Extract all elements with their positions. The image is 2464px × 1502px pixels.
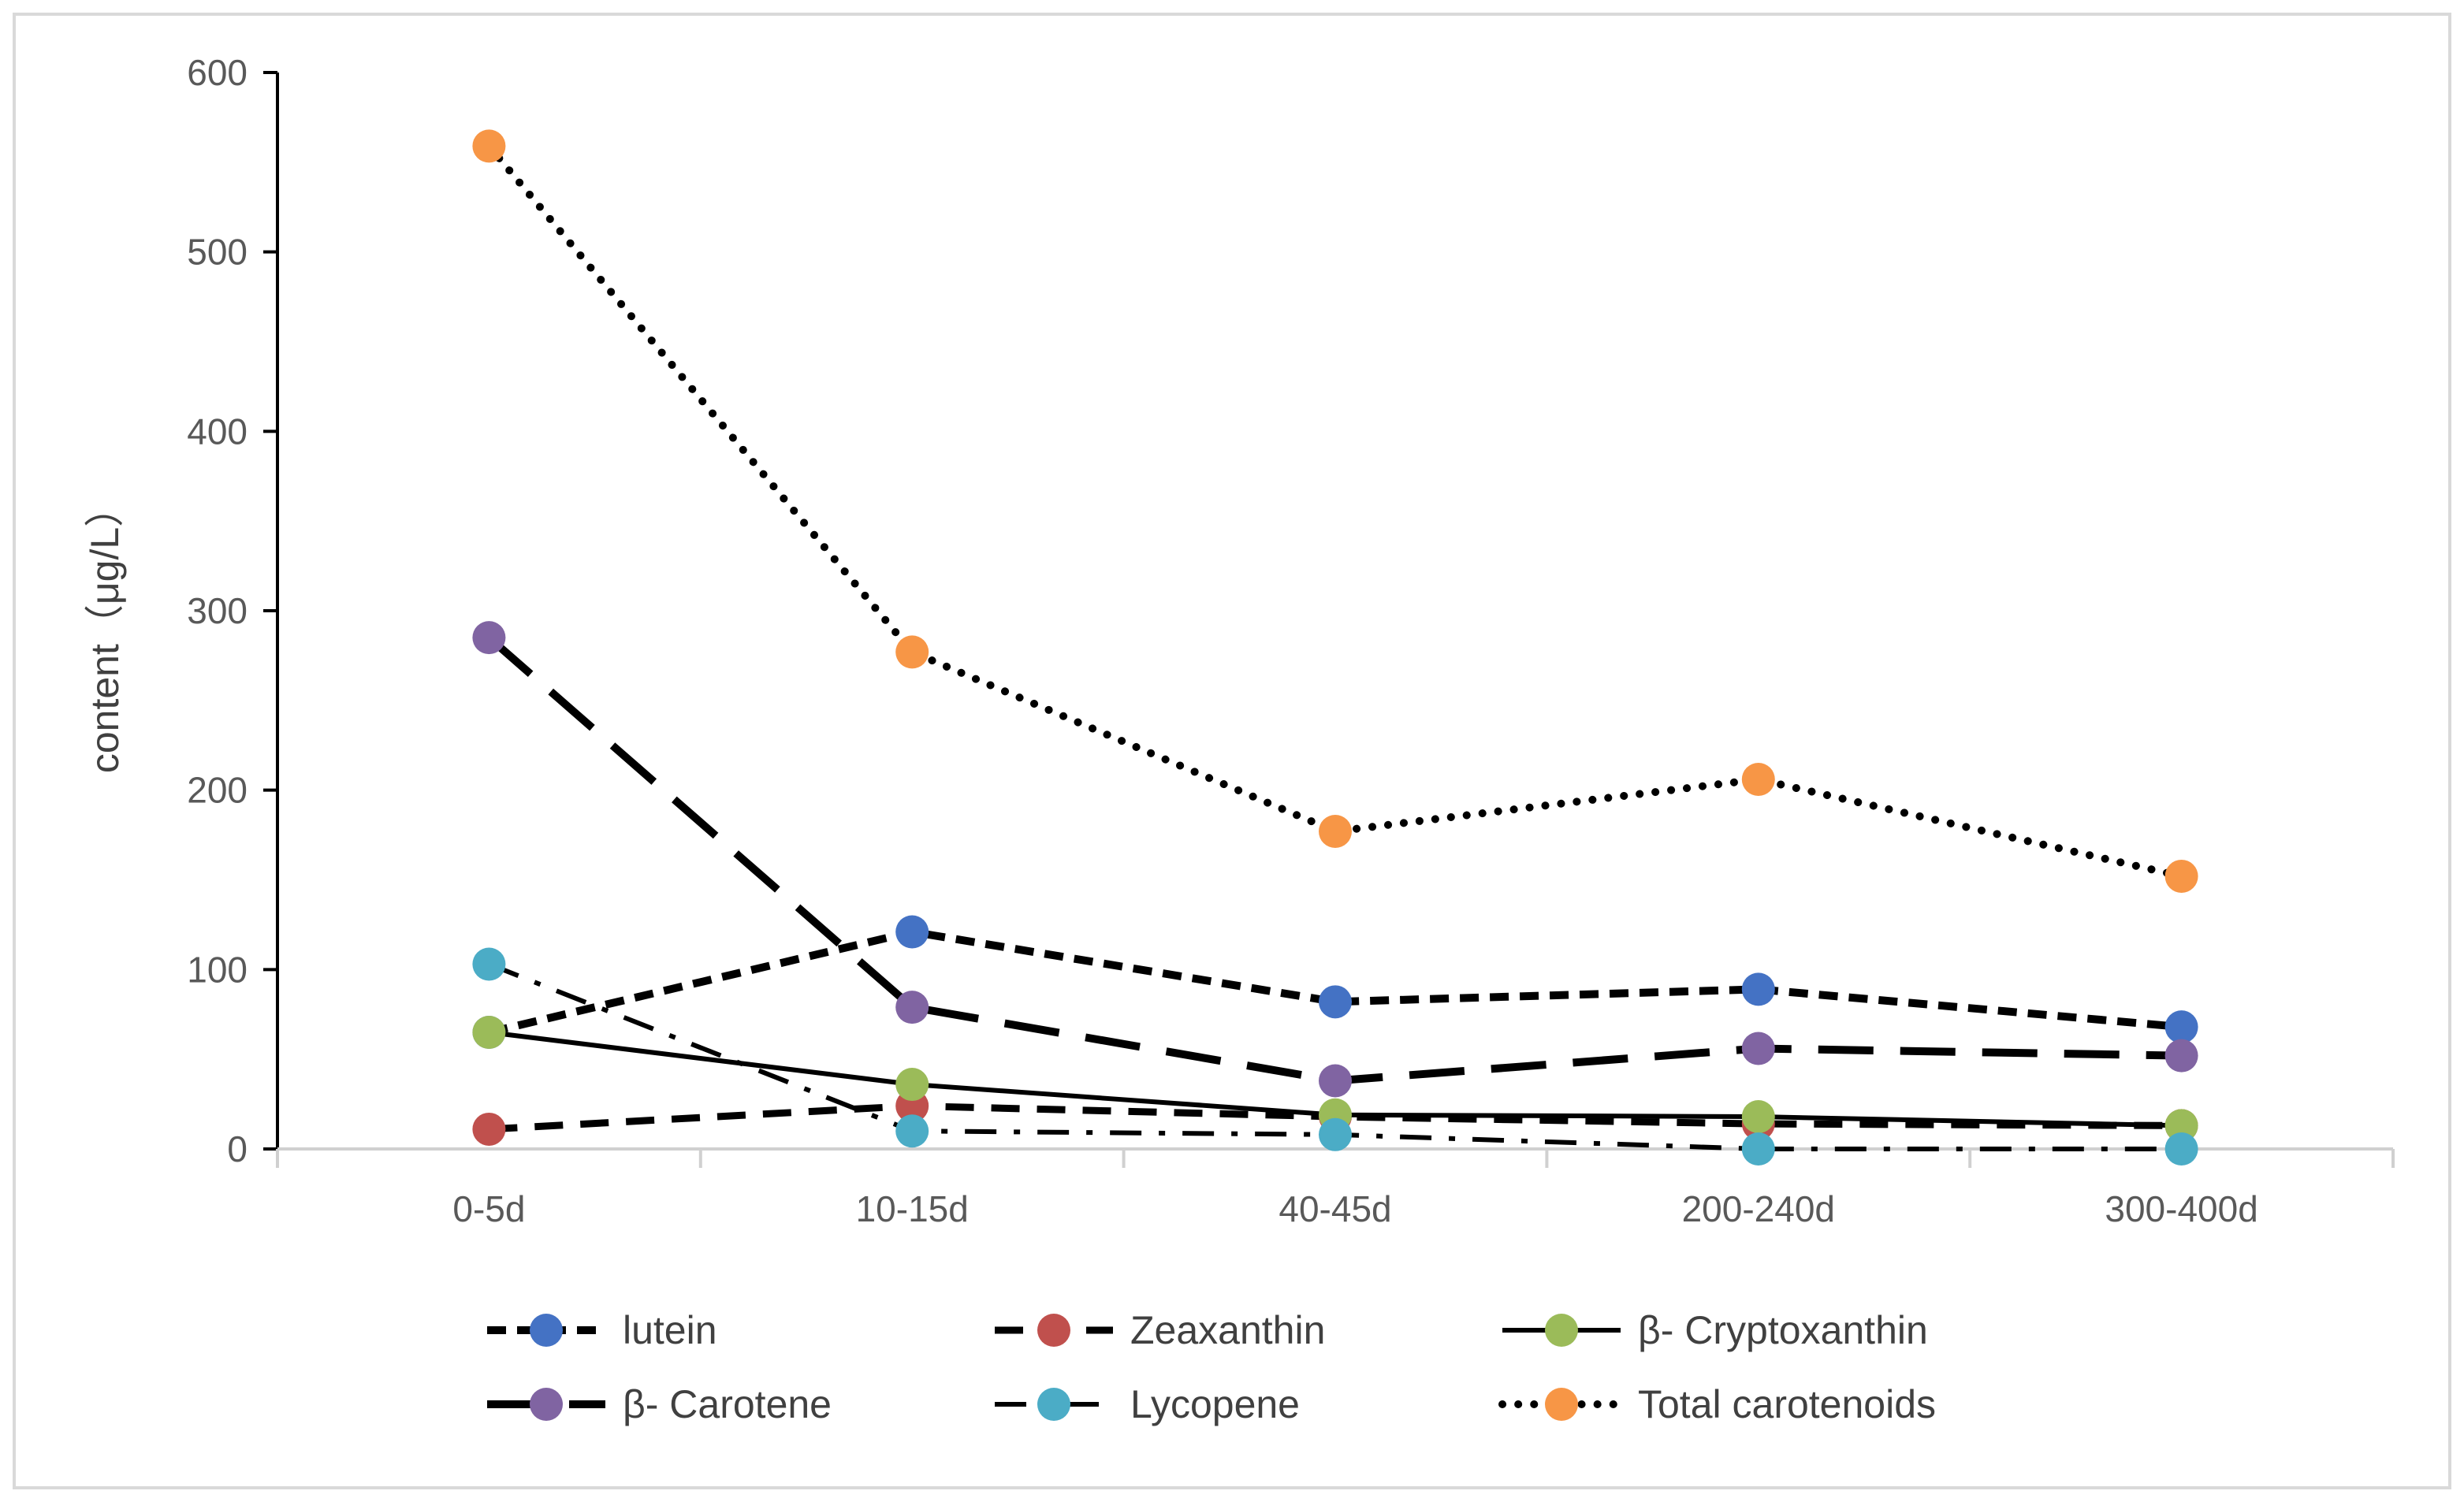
y-axis-ticks: 0 100 200 300 400 500 600 <box>187 52 277 1169</box>
data-point <box>1319 815 1352 849</box>
data-point <box>472 947 506 981</box>
legend-marker <box>1037 1388 1070 1421</box>
data-point <box>1741 1100 1775 1134</box>
data-point <box>895 1114 929 1148</box>
y-tick-label: 200 <box>187 770 248 811</box>
series-0 <box>472 915 2198 1050</box>
data-point <box>2164 1132 2198 1166</box>
series-4 <box>472 947 2198 1166</box>
y-tick-label: 100 <box>187 949 248 990</box>
legend-marker <box>530 1388 563 1421</box>
data-point <box>1741 972 1775 1006</box>
legend-item: Total carotenoids <box>1498 1382 1936 1426</box>
legend-marker <box>1545 1314 1578 1347</box>
x-tick-label: 10-15d <box>856 1188 969 1229</box>
data-point <box>472 1016 506 1050</box>
data-point <box>2164 1109 2198 1143</box>
data-point <box>1741 1132 1775 1166</box>
legend-label: β- Cryptoxanthin <box>1638 1308 1928 1352</box>
y-tick-label: 0 <box>227 1128 248 1169</box>
series-3 <box>472 621 2198 1098</box>
y-tick-label: 400 <box>187 411 248 452</box>
x-axis-ticks: 0-5d 10-15d 40-45d 200-240d 300-400d <box>276 1149 2395 1229</box>
data-point <box>472 1112 506 1146</box>
data-point <box>895 1068 929 1102</box>
legend-label: Zeaxanthin <box>1130 1308 1325 1352</box>
y-tick-label: 500 <box>187 232 248 273</box>
chart-frame <box>13 13 2451 1489</box>
legend-item: Lycopene <box>995 1382 1300 1426</box>
x-tick-label: 0-5d <box>452 1188 525 1229</box>
data-point <box>1741 763 1775 797</box>
data-point <box>1319 985 1352 1019</box>
data-point <box>1741 1032 1775 1065</box>
data-point <box>2164 859 2198 893</box>
legend-label: Lycopene <box>1130 1382 1300 1426</box>
x-tick-label: 300-400d <box>2105 1188 2257 1229</box>
legend: lutein Zeaxanthin β- Cryptoxanthin β- Carot… <box>487 1308 1936 1426</box>
data-point <box>1319 1064 1352 1098</box>
legend-item: β- Cryptoxanthin <box>1502 1308 1928 1352</box>
legend-label: lutein <box>623 1308 717 1352</box>
data-point <box>1319 1117 1352 1151</box>
legend-item: lutein <box>487 1308 717 1352</box>
y-tick-label: 600 <box>187 52 248 93</box>
legend-item: Zeaxanthin <box>995 1308 1325 1352</box>
series-layer <box>472 129 2198 1166</box>
series-line <box>485 142 2186 880</box>
data-point <box>472 621 506 655</box>
legend-marker <box>1037 1314 1070 1347</box>
y-tick-label: 300 <box>187 590 248 631</box>
data-point <box>895 915 929 949</box>
data-point <box>2164 1010 2198 1044</box>
series-2 <box>472 1016 2198 1143</box>
legend-label: β- Carotene <box>623 1382 832 1426</box>
data-point <box>895 991 929 1024</box>
legend-marker <box>1545 1388 1578 1421</box>
data-point <box>472 129 506 163</box>
legend-marker <box>530 1314 563 1347</box>
x-tick-label: 200-240d <box>1682 1188 1835 1229</box>
x-tick-label: 40-45d <box>1279 1188 1391 1229</box>
y-axis-title: content（μg/L） <box>83 488 127 773</box>
series-5 <box>472 129 2198 893</box>
legend-label: Total carotenoids <box>1638 1382 1936 1426</box>
data-point <box>895 635 929 669</box>
data-point <box>2164 1039 2198 1073</box>
legend-item: β- Carotene <box>487 1382 832 1426</box>
